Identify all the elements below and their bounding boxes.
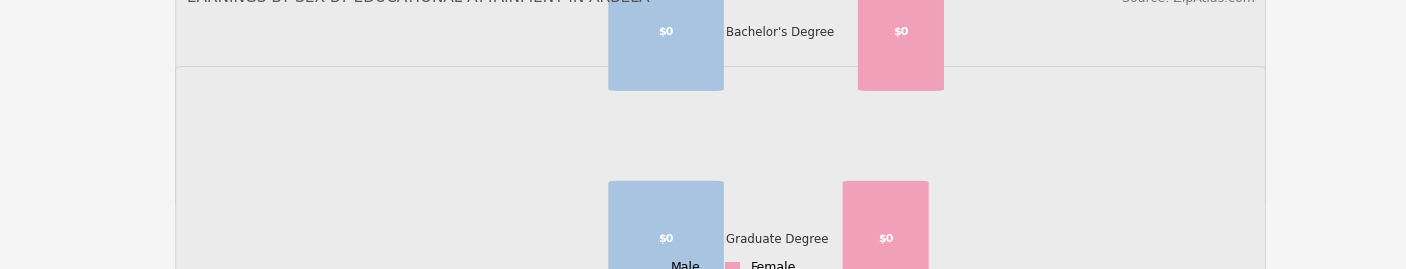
Text: $0: $0 — [658, 234, 673, 245]
FancyBboxPatch shape — [609, 0, 724, 91]
Text: Bachelor's Degree: Bachelor's Degree — [725, 26, 834, 39]
FancyBboxPatch shape — [176, 0, 1265, 205]
FancyBboxPatch shape — [842, 181, 929, 269]
Legend: Male, Female: Male, Female — [641, 256, 800, 269]
Text: Source: ZipAtlas.com: Source: ZipAtlas.com — [1122, 0, 1254, 5]
Text: $0: $0 — [893, 27, 908, 37]
Text: $0: $0 — [877, 234, 893, 245]
FancyBboxPatch shape — [858, 0, 943, 91]
Text: $0: $0 — [658, 27, 673, 37]
Text: Graduate Degree: Graduate Degree — [725, 233, 828, 246]
FancyBboxPatch shape — [609, 181, 724, 269]
Text: EARNINGS BY SEX BY EDUCATIONAL ATTAINMENT IN ARBELA: EARNINGS BY SEX BY EDUCATIONAL ATTAINMEN… — [187, 0, 650, 5]
FancyBboxPatch shape — [176, 66, 1265, 269]
